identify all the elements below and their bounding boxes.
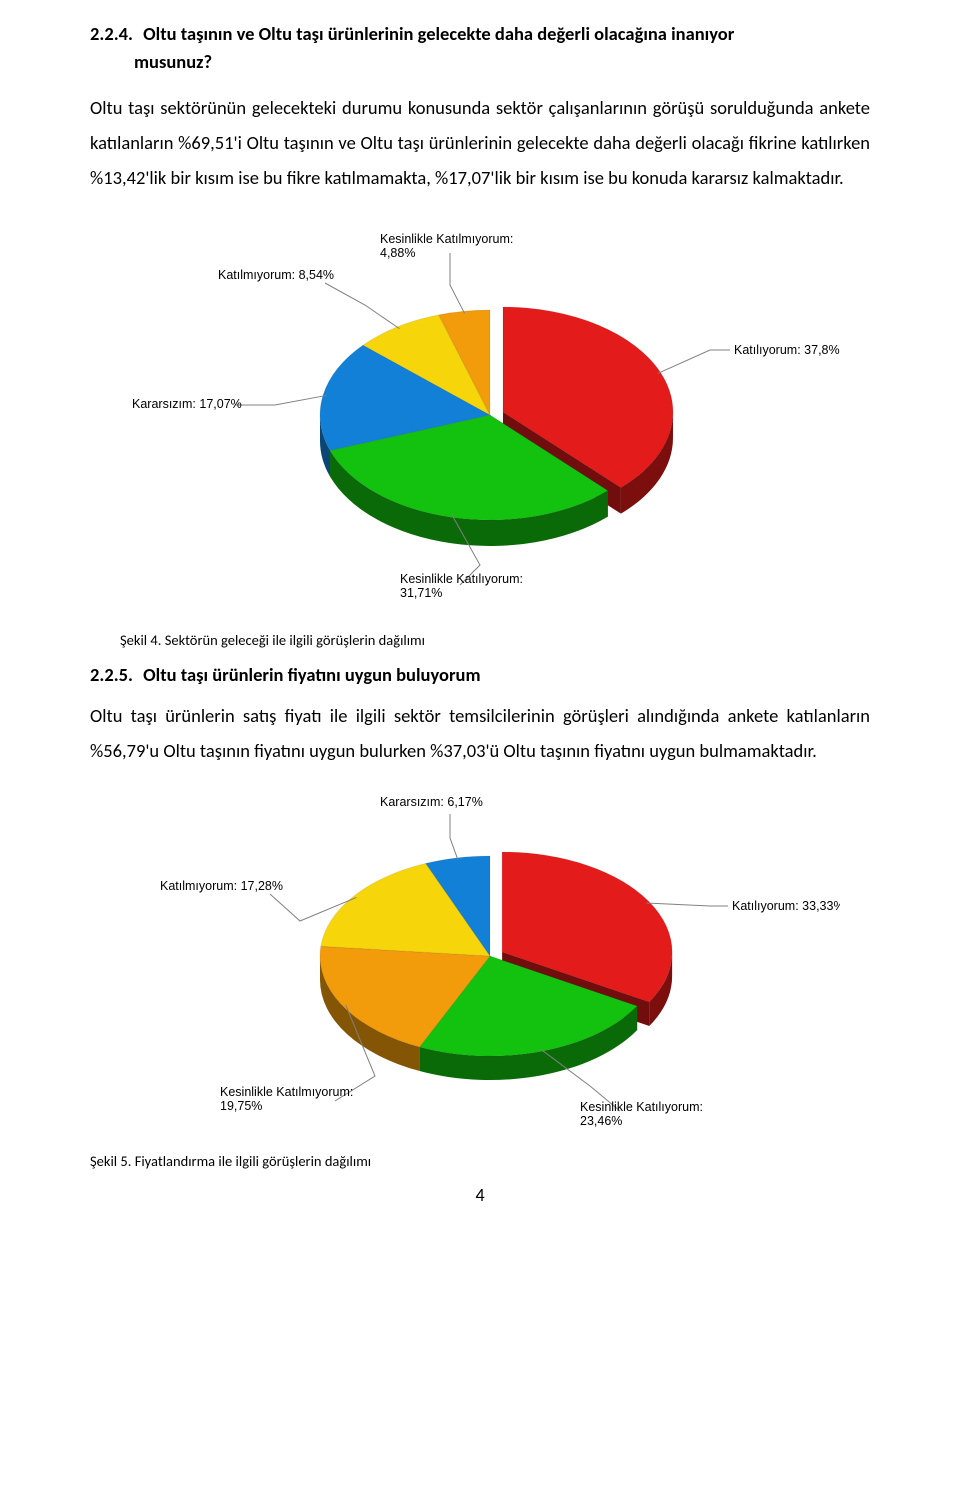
pie-chart-2: Katılıyorum: 33,33% Kesinlikle Katılıyoru…: [120, 776, 840, 1146]
chart-1-caption: Şekil 4. Sektörün geleceği ile ilgili gö…: [120, 631, 870, 649]
svg-text:Katılıyorum: 37,8%: Katılıyorum: 37,8%: [734, 343, 840, 357]
svg-text:23,46%: 23,46%: [580, 1114, 622, 1128]
svg-text:Kesinlikle Katılıyorum:: Kesinlikle Katılıyorum:: [580, 1100, 703, 1114]
svg-text:Kesinlikle Katılmıyorum:: Kesinlikle Katılmıyorum:: [380, 232, 513, 246]
section-title-2: Oltu taşı ürünlerin fiyatını uygun buluy…: [143, 663, 480, 686]
section-number: 2.2.4.: [90, 20, 133, 48]
section-1-paragraph: Oltu taşı sektörünün gelecekteki durumu …: [90, 90, 870, 195]
section-heading-2: 2.2.5. Oltu taşı ürünlerin fiyatını uygu…: [90, 663, 870, 686]
chart-1-container: Katılıyorum: 37,8% Kesinlikle Katılıyorum…: [120, 205, 840, 625]
section-number-2: 2.2.5.: [90, 663, 133, 686]
svg-text:Kararsızım: 17,07%: Kararsızım: 17,07%: [132, 397, 242, 411]
svg-text:Kararsızım: 6,17%: Kararsızım: 6,17%: [380, 795, 483, 809]
svg-text:Katılıyorum: 33,33%: Katılıyorum: 33,33%: [732, 899, 840, 913]
svg-text:Katılmıyorum: 17,28%: Katılmıyorum: 17,28%: [160, 879, 283, 893]
section-heading-1: 2.2.4. Oltu taşının ve Oltu taşı ürünler…: [90, 20, 870, 76]
page-number: 4: [90, 1184, 870, 1206]
section-2-paragraph: Oltu taşı ürünlerin satış fiyatı ile ilg…: [90, 698, 870, 768]
svg-text:19,75%: 19,75%: [220, 1099, 262, 1113]
chart-2-container: Katılıyorum: 33,33% Kesinlikle Katılıyoru…: [120, 776, 840, 1146]
section-title-line2: musunuz?: [90, 48, 870, 76]
section-title-line1: Oltu taşının ve Oltu taşı ürünlerinin ge…: [143, 22, 734, 45]
pie-chart-1: Katılıyorum: 37,8% Kesinlikle Katılıyorum…: [120, 205, 840, 625]
svg-text:Kesinlikle Katılmıyorum:: Kesinlikle Katılmıyorum:: [220, 1085, 353, 1099]
chart-2-caption: Şekil 5. Fiyatlandırma ile ilgili görüşl…: [90, 1152, 870, 1170]
svg-text:Kesinlikle Katılıyorum:: Kesinlikle Katılıyorum:: [400, 572, 523, 586]
svg-text:Katılmıyorum: 8,54%: Katılmıyorum: 8,54%: [218, 268, 334, 282]
svg-text:4,88%: 4,88%: [380, 246, 415, 260]
svg-text:31,71%: 31,71%: [400, 586, 442, 600]
